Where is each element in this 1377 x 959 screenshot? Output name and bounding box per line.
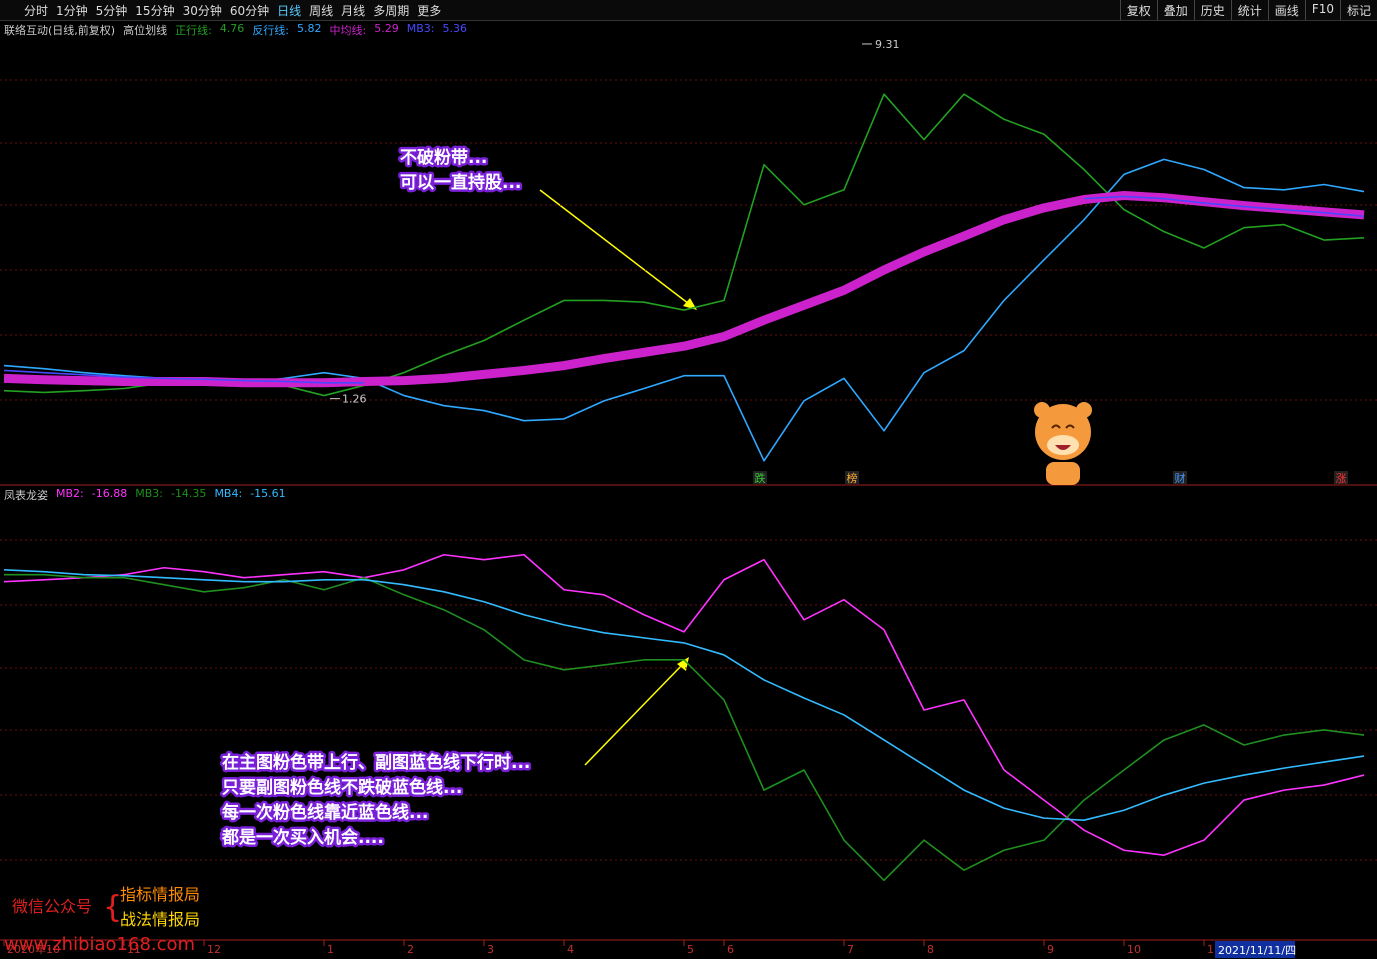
callout-text: 都是一次买入机会.... <box>221 827 384 848</box>
cursor-date-bg <box>1215 941 1295 958</box>
period-tab[interactable]: 1分钟 <box>56 4 88 18</box>
series-line <box>3 93 1365 397</box>
watermark-url: www.zhibiao168.com <box>4 934 195 955</box>
x-tick-label: 7 <box>847 943 854 956</box>
period-tab[interactable]: 月线 <box>341 4 366 18</box>
event-marker: 财 <box>1175 471 1186 485</box>
legend-label: MB3: <box>135 487 163 500</box>
period-tab[interactable]: 更多 <box>417 4 442 18</box>
legend-value: -15.61 <box>250 487 286 500</box>
toolbar: 分时 1分钟 5分钟 15分钟 30分钟 60分钟 日线 周线 月线 多周期 更多 复权 叠加 历史 统计… <box>0 0 1377 21</box>
x-tick-label: 10 <box>1127 943 1141 956</box>
legend-value: 5.36 <box>442 22 468 35</box>
series-line <box>1083 195 1365 218</box>
series-line <box>3 158 1365 462</box>
x-tick-label: 3 <box>487 943 494 956</box>
series-line <box>3 369 364 384</box>
period-tab[interactable]: 60分钟 <box>229 4 270 18</box>
event-marker: 涨 <box>1336 472 1347 485</box>
indicator-name[interactable]: 高位划线 <box>123 24 168 37</box>
event-marker-bg <box>1173 471 1187 484</box>
main-header: 联络互动(日线,前复权) 高位划线 正行线: 4.76 反行线: 5.82 中均线: 5.… <box>4 22 467 38</box>
callout-text: 不破粉带... <box>400 147 487 168</box>
x-tick-label: 12 <box>207 943 221 956</box>
watermark-wechat: 微信公众号 <box>12 897 92 916</box>
tool-button[interactable]: 画线 <box>1267 0 1305 20</box>
x-tick-label: 9 <box>1047 943 1054 956</box>
tool-button[interactable]: 历史 <box>1193 0 1231 20</box>
cursor-date: 2021/11/11/四 <box>1218 944 1296 957</box>
callout-text: 只要副图粉色线不跌破蓝色线... <box>222 777 462 798</box>
series-line <box>3 191 1365 388</box>
period-tab[interactable]: 15分钟 <box>135 4 175 18</box>
event-marker: 跌 <box>755 471 766 485</box>
x-tick-label: 4 <box>567 943 574 956</box>
series-line <box>4 573 1365 882</box>
callout-arrow <box>539 189 694 308</box>
tool-button[interactable]: F10 <box>1304 0 1340 20</box>
period-tab[interactable]: 周线 <box>309 4 334 18</box>
watermark-account: 战法情报局 <box>120 910 200 929</box>
sub-header: 凤表龙姿 MB2: -16.88 MB3: -14.35 MB4: -15.61 <box>4 487 286 503</box>
x-tick-label: 2 <box>407 943 414 956</box>
series-line <box>3 553 1365 856</box>
legend-label: 正行线: <box>175 24 212 37</box>
period-tab[interactable]: 日线 <box>277 4 302 18</box>
x-tick-label: 8 <box>927 943 934 956</box>
x-tick-label: 11 <box>1207 943 1221 956</box>
callout-arrow <box>584 662 685 766</box>
tool-button[interactable]: 标记 <box>1339 0 1377 20</box>
arrow-head <box>677 657 689 671</box>
x-tick-label: 1 <box>327 943 334 956</box>
period-tabs: 分时 1分钟 5分钟 15分钟 30分钟 60分钟 日线 周线 月线 多周期 更多 <box>24 2 441 19</box>
event-marker-bg <box>845 471 859 484</box>
tool-button[interactable]: 复权 <box>1119 0 1157 20</box>
event-marker-bg <box>1334 471 1348 484</box>
x-tick-label: 11 <box>127 943 141 956</box>
legend-value: 4.76 <box>219 22 245 35</box>
tool-button[interactable]: 统计 <box>1230 0 1268 20</box>
legend-value: 5.29 <box>374 22 399 35</box>
legend-label: MB2: <box>56 487 84 500</box>
legend-label: MB4: <box>214 487 243 500</box>
callout-text: 每一次粉色线靠近蓝色线... <box>222 802 428 823</box>
watermark-account: 指标情报局 <box>120 885 200 904</box>
tool-buttons: 复权 叠加 历史 统计 画线 F10 标记 <box>1119 0 1377 20</box>
period-tab[interactable]: 分时 <box>24 4 49 18</box>
high-label: 9.31 <box>875 38 900 51</box>
indicator-name[interactable]: 凤表龙姿 <box>4 489 48 502</box>
legend-value: -16.88 <box>91 487 128 500</box>
legend-value: 5.82 <box>297 22 322 35</box>
event-marker: 榜 <box>847 471 858 485</box>
brace: { <box>103 890 122 925</box>
period-tab[interactable]: 多周期 <box>373 4 410 18</box>
arrow-head <box>683 298 697 310</box>
legend-value: -14.35 <box>170 487 207 500</box>
event-marker-bg <box>753 471 767 484</box>
legend-label: MB3: <box>406 22 435 35</box>
low-label: 1.26 <box>342 393 367 406</box>
period-tab[interactable]: 30分钟 <box>182 4 222 18</box>
x-tick-label: 6 <box>727 943 734 956</box>
legend-label: 中均线: <box>329 24 367 37</box>
legend-label: 反行线: <box>252 24 290 37</box>
callout-text: 可以一直持股... <box>400 172 521 193</box>
series-line <box>3 568 1365 821</box>
callout-text: 在主图粉色带上行、副图蓝色线下行时... <box>222 752 530 773</box>
x-tick-label: 2020年10 <box>7 942 60 956</box>
x-tick-label: 5 <box>687 943 694 956</box>
tool-button[interactable]: 叠加 <box>1156 0 1194 20</box>
stock-name: 联络互动(日线,前复权) <box>4 24 116 37</box>
mascot <box>1034 402 1092 485</box>
period-tab[interactable]: 5分钟 <box>95 4 128 18</box>
